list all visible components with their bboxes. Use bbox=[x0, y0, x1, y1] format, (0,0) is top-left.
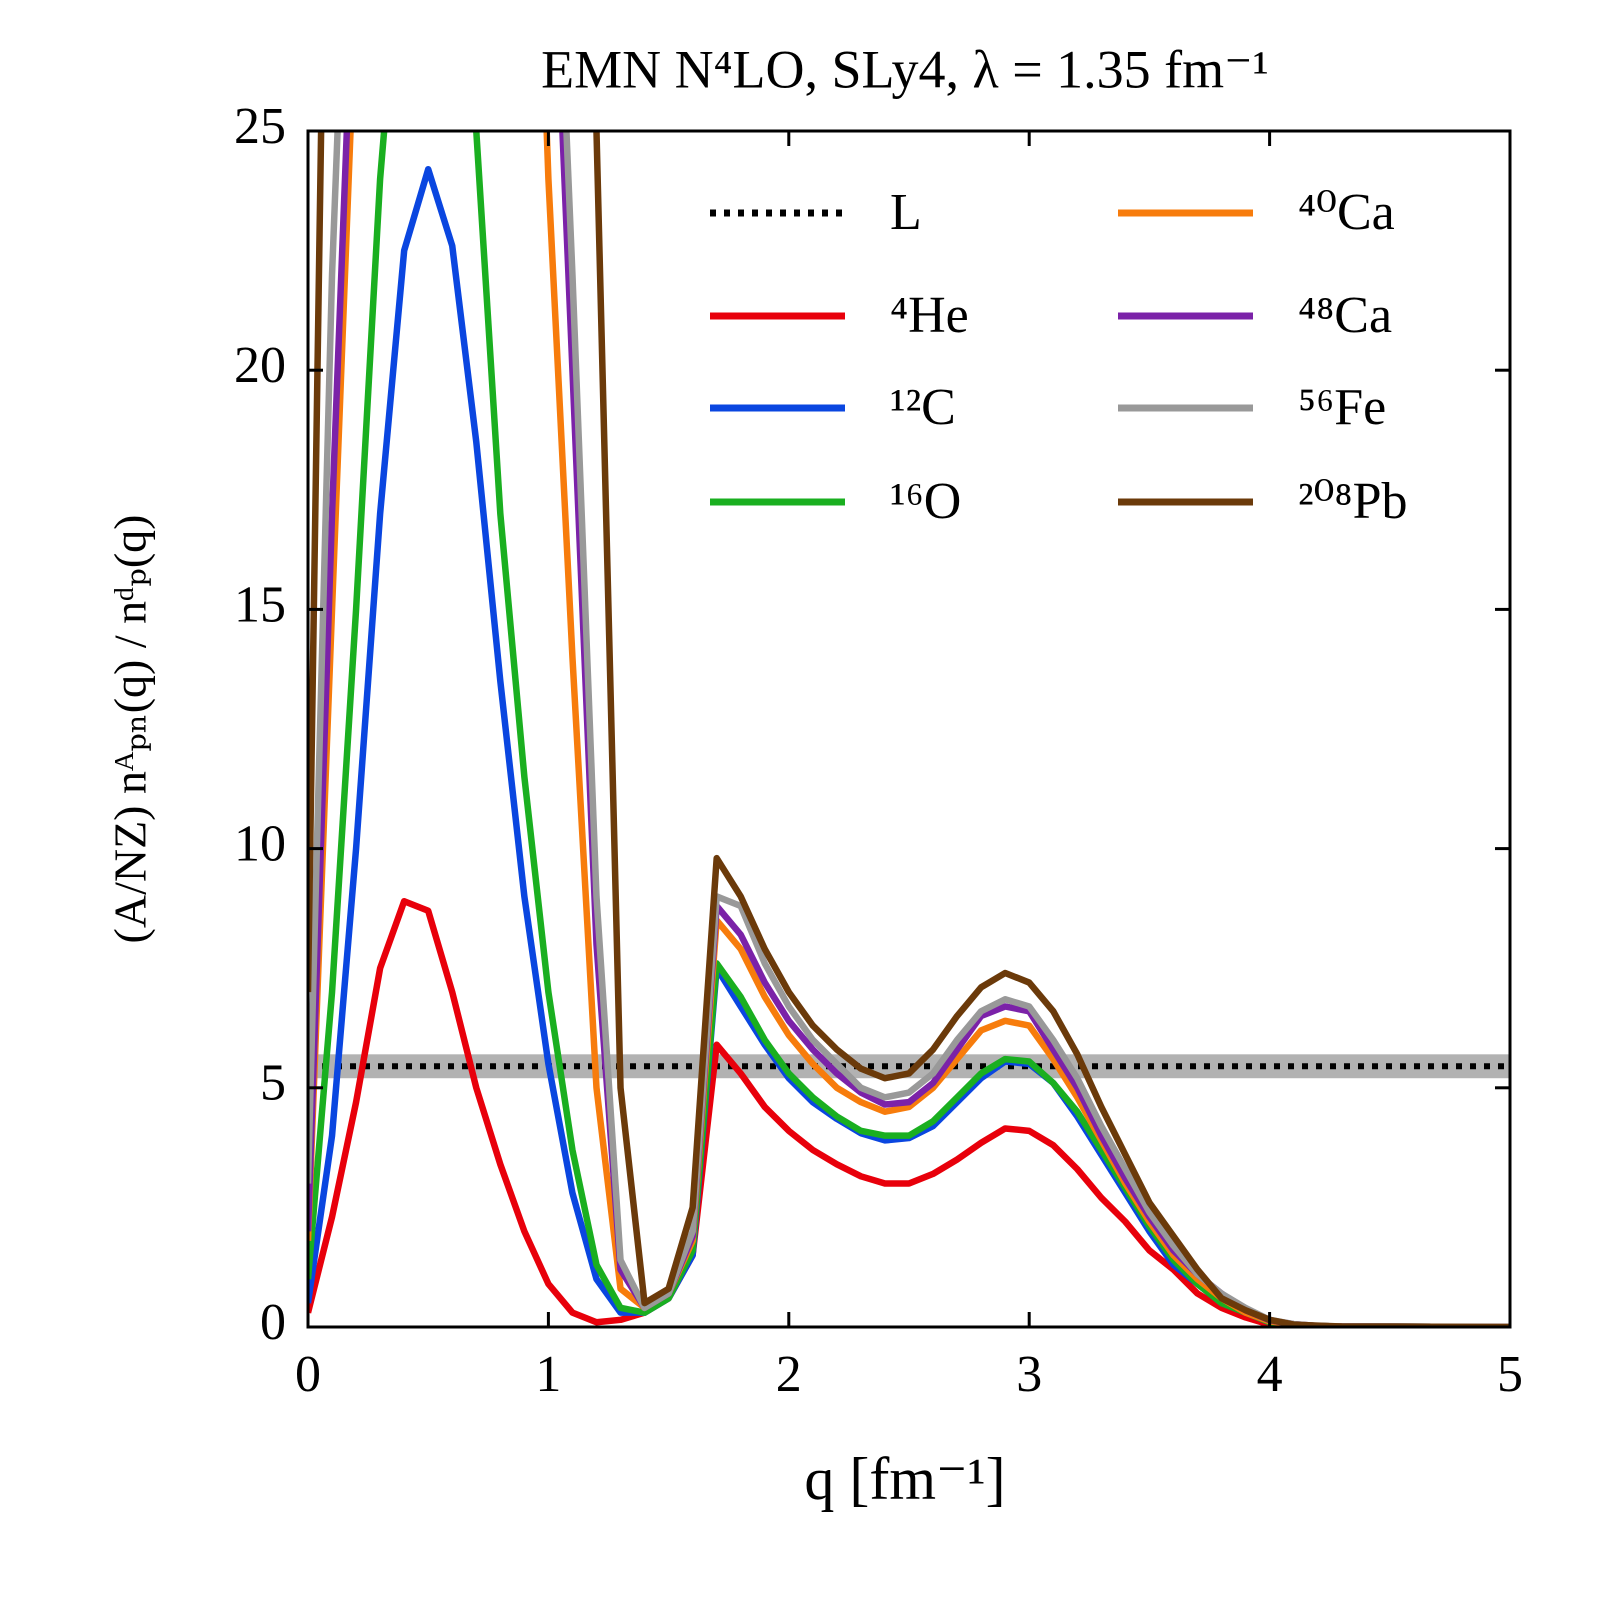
x-tick-label: 2 bbox=[776, 1346, 802, 1403]
legend-label: ¹⁶O bbox=[890, 473, 961, 530]
plot-area bbox=[308, 131, 1510, 1327]
y-axis-label: (A/NZ) nᴬₚₙ(q) / nᵈₚ(q) bbox=[105, 515, 156, 944]
line-series bbox=[308, 131, 1510, 1327]
legend-label: ⁵⁶Fe bbox=[1298, 379, 1386, 436]
x-tick-label: 3 bbox=[1016, 1346, 1042, 1403]
legend-label: ⁴⁸Ca bbox=[1298, 287, 1392, 344]
legend: L ⁴He ¹²C ¹⁶O ⁴⁰Ca ⁴⁸Ca ⁵⁶Fe ²⁰⁸Pb bbox=[710, 184, 1407, 530]
axes: 0 1 2 3 4 5 0 5 10 15 20 25 bbox=[234, 98, 1523, 1403]
y-tick-label: 5 bbox=[260, 1055, 286, 1112]
x-tick-label: 1 bbox=[535, 1346, 561, 1403]
line-series bbox=[308, 131, 1510, 1327]
y-tick-label: 10 bbox=[234, 816, 286, 873]
x-tick-label: 0 bbox=[295, 1346, 321, 1403]
line-series bbox=[308, 131, 1510, 1327]
plot-frame bbox=[306, 129, 1512, 1329]
y-tick-label: 0 bbox=[260, 1294, 286, 1351]
legend-label: ⁴He bbox=[890, 287, 969, 344]
x-tick-label: 4 bbox=[1257, 1346, 1283, 1403]
legend-label: ²⁰⁸Pb bbox=[1298, 473, 1407, 530]
line-series bbox=[308, 131, 1510, 1327]
y-tick-label: 20 bbox=[234, 337, 286, 394]
line-series bbox=[308, 897, 1510, 1327]
legend-label: L bbox=[890, 184, 922, 241]
x-axis-label: q [fm⁻¹] bbox=[804, 1446, 1005, 1512]
x-tick-label: 5 bbox=[1497, 1346, 1523, 1403]
y-tick-label: 25 bbox=[234, 98, 286, 155]
legend-label: ¹²C bbox=[890, 379, 956, 436]
legend-label: ⁴⁰Ca bbox=[1298, 184, 1395, 241]
y-tick-label: 15 bbox=[234, 576, 286, 633]
chart-title: EMN N⁴LO, SLy4, λ = 1.35 fm⁻¹ bbox=[541, 39, 1269, 99]
